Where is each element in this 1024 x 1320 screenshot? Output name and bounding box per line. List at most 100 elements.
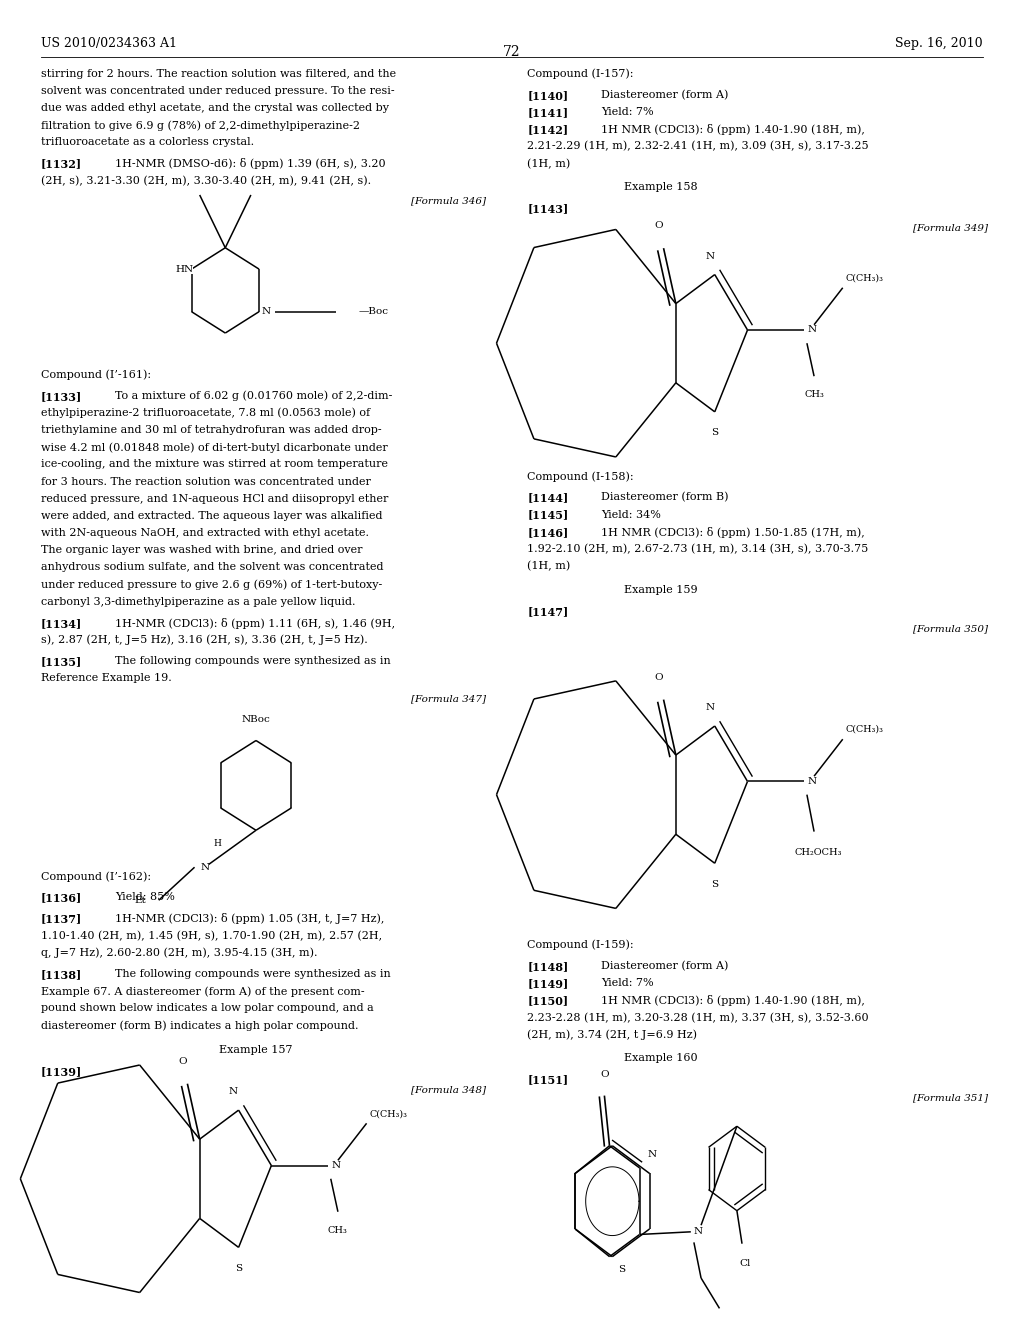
- Text: N: N: [229, 1088, 238, 1096]
- Text: filtration to give 6.9 g (78%) of 2,2-dimethylpiperazine-2: filtration to give 6.9 g (78%) of 2,2-di…: [41, 120, 360, 131]
- Text: (1H, m): (1H, m): [527, 561, 570, 572]
- Text: N: N: [647, 1150, 656, 1159]
- Text: Yield: 7%: Yield: 7%: [601, 978, 653, 989]
- Text: [Formula 346]: [Formula 346]: [412, 197, 486, 206]
- Text: s), 2.87 (2H, t, J=5 Hz), 3.16 (2H, s), 3.36 (2H, t, J=5 Hz).: s), 2.87 (2H, t, J=5 Hz), 3.16 (2H, s), …: [41, 635, 368, 645]
- Text: (2H, m), 3.74 (2H, t J=6.9 Hz): (2H, m), 3.74 (2H, t J=6.9 Hz): [527, 1030, 697, 1040]
- Text: Yield: 34%: Yield: 34%: [601, 510, 660, 520]
- Text: [1132]: [1132]: [41, 158, 82, 169]
- Text: [1147]: [1147]: [527, 606, 568, 616]
- Text: [1136]: [1136]: [41, 892, 82, 903]
- Text: C(CH₃)₃: C(CH₃)₃: [370, 1109, 408, 1118]
- Text: The organic layer was washed with brine, and dried over: The organic layer was washed with brine,…: [41, 545, 362, 556]
- Text: for 3 hours. The reaction solution was concentrated under: for 3 hours. The reaction solution was c…: [41, 477, 371, 487]
- Text: HN: HN: [175, 264, 194, 273]
- Text: N: N: [808, 777, 817, 785]
- Text: with 2N-aqueous NaOH, and extracted with ethyl acetate.: with 2N-aqueous NaOH, and extracted with…: [41, 528, 369, 539]
- Text: diastereomer (form B) indicates a high polar compound.: diastereomer (form B) indicates a high p…: [41, 1020, 358, 1031]
- Text: N: N: [261, 308, 270, 317]
- Text: O: O: [654, 673, 663, 681]
- Text: [1140]: [1140]: [527, 90, 568, 100]
- Text: S: S: [712, 429, 718, 437]
- Text: The following compounds were synthesized as in: The following compounds were synthesized…: [115, 656, 390, 667]
- Text: [1133]: [1133]: [41, 391, 82, 401]
- Text: Example 158: Example 158: [624, 182, 697, 193]
- Text: C(CH₃)₃: C(CH₃)₃: [846, 273, 884, 282]
- Text: CH₃: CH₃: [804, 391, 824, 399]
- Text: carbonyl 3,3-dimethylpiperazine as a pale yellow liquid.: carbonyl 3,3-dimethylpiperazine as a pal…: [41, 597, 355, 607]
- Text: Compound (I-157):: Compound (I-157):: [527, 69, 634, 79]
- Text: 1H NMR (CDCl3): δ (ppm) 1.40-1.90 (18H, m),: 1H NMR (CDCl3): δ (ppm) 1.40-1.90 (18H, …: [601, 124, 865, 135]
- Text: N: N: [706, 252, 714, 260]
- Text: solvent was concentrated under reduced pressure. To the resi-: solvent was concentrated under reduced p…: [41, 86, 394, 96]
- Text: [Formula 348]: [Formula 348]: [412, 1085, 486, 1094]
- Text: [1137]: [1137]: [41, 913, 82, 924]
- Text: trifluoroacetate as a colorless crystal.: trifluoroacetate as a colorless crystal.: [41, 137, 254, 148]
- Text: [1144]: [1144]: [527, 492, 568, 503]
- Text: 1H-NMR (CDCl3): δ (ppm) 1.05 (3H, t, J=7 Hz),: 1H-NMR (CDCl3): δ (ppm) 1.05 (3H, t, J=7…: [115, 913, 384, 924]
- Text: Sep. 16, 2010: Sep. 16, 2010: [895, 37, 983, 50]
- Text: Example 160: Example 160: [624, 1053, 697, 1064]
- Text: 1H NMR (CDCl3): δ (ppm) 1.40-1.90 (18H, m),: 1H NMR (CDCl3): δ (ppm) 1.40-1.90 (18H, …: [601, 995, 865, 1006]
- Text: [1134]: [1134]: [41, 618, 82, 628]
- Text: O: O: [654, 222, 663, 230]
- Text: [Formula 350]: [Formula 350]: [913, 624, 988, 634]
- Text: [1135]: [1135]: [41, 656, 82, 667]
- Text: Diastereomer (form A): Diastereomer (form A): [601, 90, 728, 100]
- Text: N: N: [201, 863, 209, 871]
- Text: O: O: [600, 1071, 608, 1078]
- Text: 1.10-1.40 (2H, m), 1.45 (9H, s), 1.70-1.90 (2H, m), 2.57 (2H,: 1.10-1.40 (2H, m), 1.45 (9H, s), 1.70-1.…: [41, 931, 382, 941]
- Text: To a mixture of 6.02 g (0.01760 mole) of 2,2-dim-: To a mixture of 6.02 g (0.01760 mole) of…: [115, 391, 392, 401]
- Text: Example 67. A diastereomer (form A) of the present com-: Example 67. A diastereomer (form A) of t…: [41, 986, 365, 997]
- Text: N: N: [694, 1228, 703, 1237]
- Text: Yield: 7%: Yield: 7%: [601, 107, 653, 117]
- Text: [1145]: [1145]: [527, 510, 568, 520]
- Text: stirring for 2 hours. The reaction solution was filtered, and the: stirring for 2 hours. The reaction solut…: [41, 69, 396, 79]
- Text: Diastereomer (form B): Diastereomer (form B): [601, 492, 729, 503]
- Text: NBoc: NBoc: [242, 715, 270, 723]
- Text: under reduced pressure to give 2.6 g (69%) of 1-tert-butoxy-: under reduced pressure to give 2.6 g (69…: [41, 579, 382, 590]
- Text: Diastereomer (form A): Diastereomer (form A): [601, 961, 728, 972]
- Text: CH₂OCH₃: CH₂OCH₃: [795, 849, 842, 857]
- Text: were added, and extracted. The aqueous layer was alkalified: were added, and extracted. The aqueous l…: [41, 511, 382, 521]
- Text: O: O: [178, 1057, 186, 1065]
- Text: reduced pressure, and 1N-aqueous HCl and diisopropyl ether: reduced pressure, and 1N-aqueous HCl and…: [41, 494, 388, 504]
- Text: 72: 72: [503, 45, 521, 59]
- Text: 1H NMR (CDCl3): δ (ppm) 1.50-1.85 (17H, m),: 1H NMR (CDCl3): δ (ppm) 1.50-1.85 (17H, …: [601, 527, 865, 537]
- Text: Reference Example 19.: Reference Example 19.: [41, 673, 172, 684]
- Text: 1H-NMR (DMSO-d6): δ (ppm) 1.39 (6H, s), 3.20: 1H-NMR (DMSO-d6): δ (ppm) 1.39 (6H, s), …: [115, 158, 385, 169]
- Text: The following compounds were synthesized as in: The following compounds were synthesized…: [115, 969, 390, 979]
- Text: anhydrous sodium sulfate, and the solvent was concentrated: anhydrous sodium sulfate, and the solven…: [41, 562, 383, 573]
- Text: [1148]: [1148]: [527, 961, 568, 972]
- Text: wise 4.2 ml (0.01848 mole) of di-tert-butyl dicarbonate under: wise 4.2 ml (0.01848 mole) of di-tert-bu…: [41, 442, 388, 453]
- Text: [1150]: [1150]: [527, 995, 568, 1006]
- Text: 1.92-2.10 (2H, m), 2.67-2.73 (1H, m), 3.14 (3H, s), 3.70-3.75: 1.92-2.10 (2H, m), 2.67-2.73 (1H, m), 3.…: [527, 544, 868, 554]
- Text: [1139]: [1139]: [41, 1067, 82, 1077]
- Text: (2H, s), 3.21-3.30 (2H, m), 3.30-3.40 (2H, m), 9.41 (2H, s).: (2H, s), 3.21-3.30 (2H, m), 3.30-3.40 (2…: [41, 176, 371, 186]
- Text: [1142]: [1142]: [527, 124, 568, 135]
- Text: S: S: [618, 1266, 626, 1274]
- Text: pound shown below indicates a low polar compound, and a: pound shown below indicates a low polar …: [41, 1003, 374, 1014]
- Text: Example 159: Example 159: [624, 585, 697, 595]
- Text: 2.23-2.28 (1H, m), 3.20-3.28 (1H, m), 3.37 (3H, s), 3.52-3.60: 2.23-2.28 (1H, m), 3.20-3.28 (1H, m), 3.…: [527, 1012, 869, 1023]
- Text: [Formula 347]: [Formula 347]: [412, 694, 486, 704]
- Text: Compound (I’-161):: Compound (I’-161):: [41, 370, 152, 380]
- Text: [1138]: [1138]: [41, 969, 82, 979]
- Text: [1149]: [1149]: [527, 978, 568, 989]
- Text: Cl: Cl: [739, 1259, 751, 1269]
- Text: Compound (I-158):: Compound (I-158):: [527, 471, 634, 482]
- Text: N: N: [332, 1162, 341, 1170]
- Text: C(CH₃)₃: C(CH₃)₃: [846, 725, 884, 734]
- Text: triethylamine and 30 ml of tetrahydrofuran was added drop-: triethylamine and 30 ml of tetrahydrofur…: [41, 425, 382, 436]
- Text: ice-cooling, and the mixture was stirred at room temperature: ice-cooling, and the mixture was stirred…: [41, 459, 388, 470]
- Text: H: H: [213, 840, 221, 847]
- Text: CH₃: CH₃: [328, 1226, 348, 1234]
- Text: [1143]: [1143]: [527, 203, 568, 214]
- Text: Et: Et: [135, 896, 146, 904]
- Text: [1146]: [1146]: [527, 527, 568, 537]
- Text: [1141]: [1141]: [527, 107, 568, 117]
- Text: Compound (I’-162):: Compound (I’-162):: [41, 871, 152, 882]
- Text: S: S: [712, 880, 718, 888]
- Text: [1151]: [1151]: [527, 1074, 568, 1085]
- Text: Compound (I-159):: Compound (I-159):: [527, 940, 634, 950]
